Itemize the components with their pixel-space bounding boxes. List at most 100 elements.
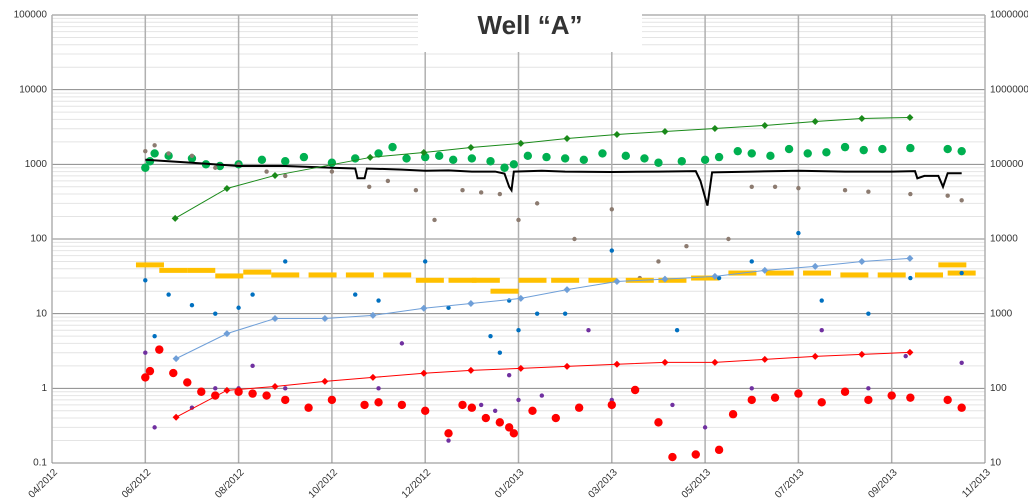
point [749, 386, 754, 391]
point [213, 311, 218, 316]
diamond-point [223, 184, 231, 192]
point [670, 402, 675, 408]
point [413, 188, 419, 193]
y-tick-label: 100000 [14, 10, 48, 21]
diamond-point [661, 127, 669, 135]
marks [135, 113, 976, 462]
point [943, 395, 952, 405]
diamond-point [661, 358, 669, 366]
dash-point [471, 277, 500, 283]
point [478, 402, 484, 408]
point [446, 438, 451, 443]
point [166, 292, 171, 297]
diamond-point [711, 124, 719, 132]
point [385, 178, 391, 184]
point [509, 160, 519, 169]
point [248, 389, 257, 398]
point [766, 151, 775, 161]
diamond-point [223, 386, 231, 394]
point [444, 429, 453, 438]
point [630, 385, 640, 395]
point [150, 149, 159, 158]
point [684, 244, 689, 249]
point [747, 149, 756, 158]
point [360, 400, 369, 410]
point [423, 259, 428, 264]
point [367, 184, 372, 190]
diamond-point [420, 148, 428, 156]
point [402, 154, 411, 163]
point [700, 155, 710, 165]
dash-point [803, 270, 832, 276]
point [728, 410, 738, 419]
point [579, 155, 589, 165]
diamond-point [563, 362, 571, 370]
diamond-point [517, 364, 525, 372]
point [327, 395, 337, 405]
diamond-point [517, 139, 525, 147]
point [534, 201, 540, 206]
diamond-point [858, 257, 866, 265]
point [376, 298, 381, 303]
point [155, 345, 164, 354]
point [542, 152, 551, 162]
point [560, 154, 570, 163]
point [539, 393, 545, 398]
point [656, 259, 661, 264]
point [819, 298, 824, 303]
y2-tick-label: 100000 [990, 159, 1024, 170]
point [143, 278, 148, 283]
y-tick-label: 10000 [19, 84, 47, 95]
point [283, 173, 288, 179]
diamond-point [906, 348, 914, 356]
dash-point [159, 267, 188, 273]
point [506, 372, 512, 378]
point [448, 155, 458, 165]
point [353, 292, 358, 297]
diamond-point [761, 355, 769, 363]
point [654, 418, 663, 427]
diamond-point [467, 299, 475, 307]
point [257, 155, 267, 165]
point [141, 373, 150, 382]
diamond-point [858, 114, 866, 122]
diamond-point [563, 286, 571, 294]
point [621, 151, 630, 161]
point [574, 403, 584, 412]
diamond-point [171, 214, 179, 222]
diamond-point [271, 171, 279, 179]
dash-point [691, 275, 720, 281]
point [842, 188, 848, 193]
point [166, 151, 171, 156]
diamond-point [172, 355, 180, 363]
point [509, 429, 519, 438]
diamond-point [858, 350, 866, 358]
point [481, 413, 491, 423]
point [432, 217, 437, 223]
dash-point [915, 272, 944, 278]
point [250, 292, 255, 297]
point [388, 142, 397, 152]
point [488, 333, 493, 339]
dash-point [588, 277, 617, 283]
point [822, 148, 831, 157]
dash-point [938, 262, 967, 268]
point [329, 169, 335, 174]
dash-point [415, 277, 444, 283]
point [516, 217, 521, 223]
point [796, 185, 801, 191]
diamond-point [420, 369, 428, 377]
point [236, 305, 241, 310]
point [281, 157, 290, 166]
diamond-point [811, 117, 819, 125]
y2-tick-label: 1000000 [990, 84, 1028, 95]
diamond-point [172, 413, 180, 421]
point [143, 350, 148, 355]
point [434, 151, 444, 161]
point [772, 184, 778, 190]
diamond-point [271, 315, 279, 323]
diamond-point [613, 277, 621, 285]
point [421, 406, 430, 416]
